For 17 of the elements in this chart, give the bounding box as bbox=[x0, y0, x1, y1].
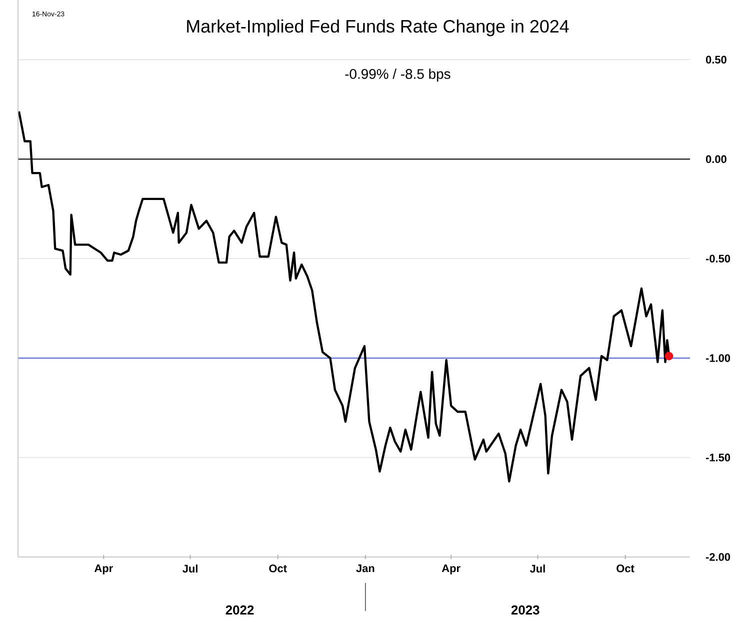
y-tick-label: 0.50 bbox=[706, 56, 726, 64]
text: Market-Implied Fed Funds Rate Change in 2024 bbox=[187, 19, 569, 36]
x-tick-label: Apr bbox=[442, 564, 460, 574]
y-tick-label: -0.50 bbox=[706, 254, 730, 262]
y-tick-label: -1.50 bbox=[706, 454, 730, 462]
y-tick-label: -1.00 bbox=[706, 354, 730, 362]
x-tick-label: Jan bbox=[356, 564, 374, 572]
text: 2023 bbox=[511, 605, 540, 615]
x-tick-label: Oct bbox=[616, 564, 634, 572]
y-tick-label: 0.00 bbox=[706, 155, 726, 164]
text: -0.99% / -8.5 bps bbox=[345, 68, 450, 82]
x-tick-label: Apr bbox=[94, 564, 113, 574]
x-tick-label: Jul bbox=[530, 564, 545, 573]
x-tick-label: Oct bbox=[269, 564, 287, 572]
text: 2022 bbox=[226, 605, 254, 615]
x-tick-label: Jul bbox=[182, 564, 198, 573]
y-tick-label: -2.00 bbox=[706, 553, 730, 561]
